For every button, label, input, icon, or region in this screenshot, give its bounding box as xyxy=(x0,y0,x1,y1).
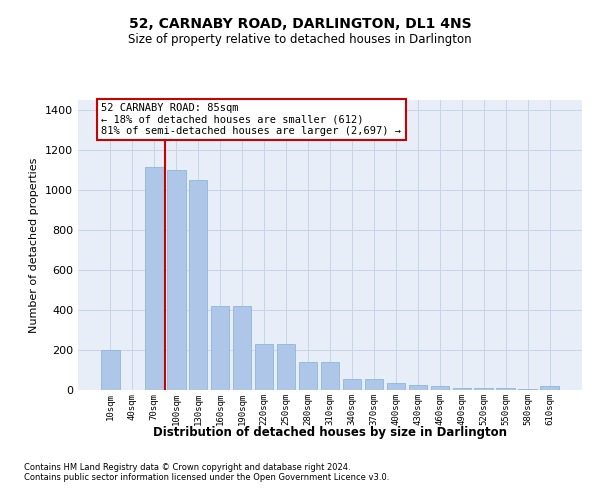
Bar xyxy=(475,388,493,390)
Text: 52 CARNABY ROAD: 85sqm
← 18% of detached houses are smaller (612)
81% of semi-de: 52 CARNABY ROAD: 85sqm ← 18% of detached… xyxy=(101,103,401,136)
Bar xyxy=(145,167,164,390)
Bar xyxy=(299,362,317,390)
Bar xyxy=(320,362,340,390)
Y-axis label: Number of detached properties: Number of detached properties xyxy=(29,158,40,332)
Bar xyxy=(233,306,251,390)
Bar xyxy=(452,388,471,390)
Bar xyxy=(255,344,274,390)
Text: Size of property relative to detached houses in Darlington: Size of property relative to detached ho… xyxy=(128,32,472,46)
Bar xyxy=(167,170,185,390)
Bar xyxy=(189,180,208,390)
Bar xyxy=(101,350,119,390)
Bar xyxy=(343,379,361,390)
Text: Contains public sector information licensed under the Open Government Licence v3: Contains public sector information licen… xyxy=(24,474,389,482)
Bar xyxy=(365,379,383,390)
Text: Contains HM Land Registry data © Crown copyright and database right 2024.: Contains HM Land Registry data © Crown c… xyxy=(24,464,350,472)
Bar xyxy=(541,386,559,390)
Bar xyxy=(211,306,229,390)
Text: Distribution of detached houses by size in Darlington: Distribution of detached houses by size … xyxy=(153,426,507,439)
Bar xyxy=(518,389,537,390)
Bar xyxy=(496,388,515,390)
Bar xyxy=(277,344,295,390)
Text: 52, CARNABY ROAD, DARLINGTON, DL1 4NS: 52, CARNABY ROAD, DARLINGTON, DL1 4NS xyxy=(128,18,472,32)
Bar xyxy=(386,383,405,390)
Bar xyxy=(409,385,427,390)
Bar xyxy=(431,386,449,390)
